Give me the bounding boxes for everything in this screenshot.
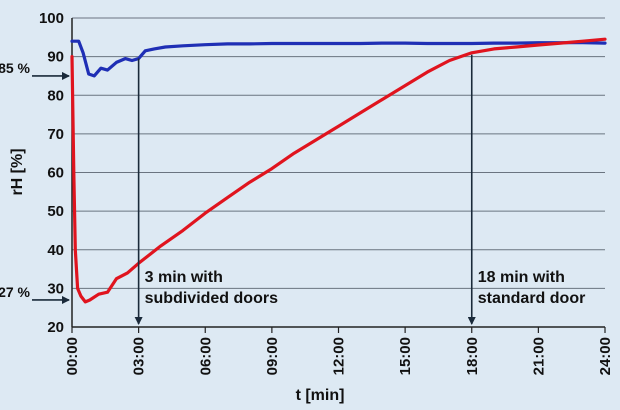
y-axis-title: rH [%]	[9, 148, 26, 195]
x-tick-label: 03:00	[131, 337, 148, 375]
annotation-text: standard door	[478, 290, 586, 307]
series-layer	[70, 37, 607, 304]
y-tick-label: 40	[47, 242, 64, 259]
x-tick-label: 12:00	[331, 337, 348, 375]
x-tick-label: 21:00	[530, 337, 547, 375]
x-tick-label: 09:00	[264, 337, 281, 375]
marker-label: 27 %	[0, 284, 31, 300]
series-line-1	[70, 37, 607, 304]
x-tick-label: 24:00	[597, 337, 614, 375]
x-tick-label: 00:00	[64, 337, 81, 375]
y-tick-label: 80	[47, 87, 64, 104]
marker-label: 85 %	[0, 60, 31, 76]
annotations: 85 % 27 % 3 min with subdivided doors 18 min…	[0, 54, 586, 325]
annotation-text: subdivided doors	[145, 290, 278, 307]
y-tick-label: 20	[47, 319, 64, 336]
y-tick-label: 30	[47, 280, 64, 297]
series-line-0	[70, 39, 607, 78]
x-axis-title: t [min]	[296, 387, 345, 404]
x-tick-label: 06:00	[197, 337, 214, 375]
y-tick-label: 90	[47, 49, 64, 66]
y-tick-label: 70	[47, 126, 64, 143]
y-tick-label: 60	[47, 165, 64, 182]
axes: 20 30 40 50 60 70 80 90 100 00:00 03:00 06:00 09:00 1…	[39, 10, 614, 375]
annotation-text: 3 min with	[145, 269, 223, 286]
annotation-text: 18 min with	[478, 269, 565, 286]
y-tick-label: 100	[39, 10, 64, 27]
x-tick-label: 18:00	[464, 337, 481, 375]
x-tick-label: 15:00	[397, 337, 414, 375]
y-tick-label: 50	[47, 203, 64, 220]
